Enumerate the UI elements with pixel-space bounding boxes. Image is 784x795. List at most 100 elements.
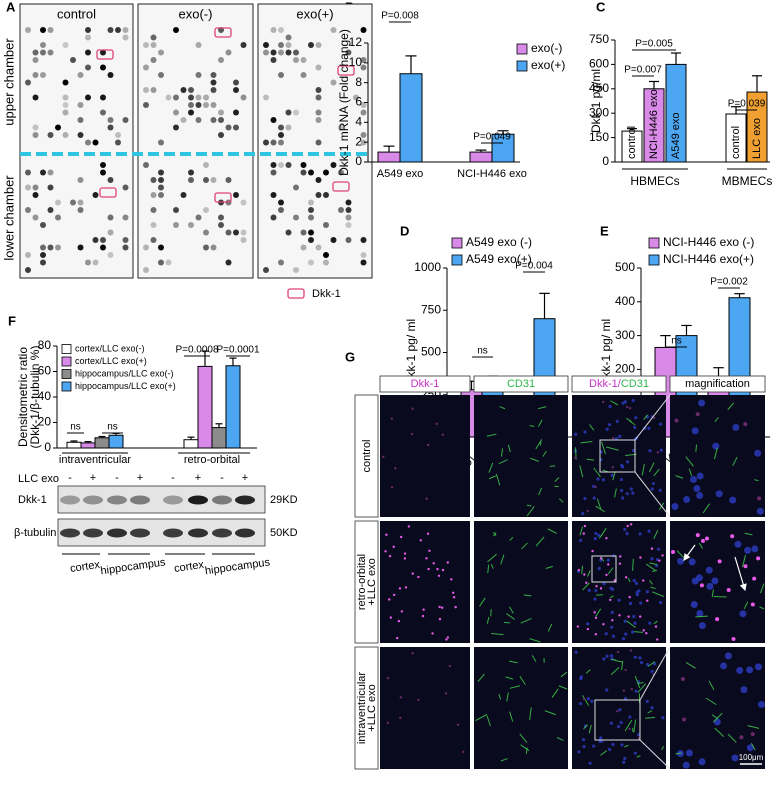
vessel bbox=[554, 485, 559, 488]
vessel bbox=[551, 688, 559, 698]
dkk1-highlight bbox=[214, 192, 232, 203]
nucleus bbox=[590, 699, 594, 703]
array-spot bbox=[47, 27, 54, 33]
column-header: Dkk-1/CD31 bbox=[589, 378, 649, 390]
array-spot bbox=[32, 124, 39, 131]
dkk1-signal bbox=[390, 417, 394, 420]
nucleus bbox=[594, 588, 598, 593]
dkk1-signal bbox=[739, 735, 744, 740]
array-spot bbox=[233, 79, 239, 86]
y-tick-label: 10 bbox=[349, 55, 363, 69]
nucleus bbox=[648, 449, 652, 453]
dkk1-signal bbox=[639, 556, 642, 559]
y-tick-label: 60 bbox=[38, 364, 52, 378]
array-spot bbox=[47, 244, 54, 251]
dkk1-signal bbox=[593, 611, 596, 614]
array-spot bbox=[203, 244, 209, 251]
array-spot bbox=[315, 94, 322, 101]
nucleus bbox=[617, 598, 621, 602]
dkk1-signal bbox=[715, 617, 720, 622]
dkk1-signal bbox=[422, 608, 425, 611]
array-spot bbox=[293, 49, 299, 56]
significance-label: P=0.0001 bbox=[216, 345, 260, 356]
array-spot bbox=[300, 169, 307, 176]
array-spot bbox=[100, 49, 106, 56]
array-spot bbox=[47, 132, 54, 138]
dkk1-signal bbox=[618, 614, 621, 617]
legend-label: NCI-H446 exo (-) bbox=[663, 235, 754, 249]
array-spot bbox=[345, 214, 352, 221]
array-spot bbox=[285, 109, 292, 116]
blot-band bbox=[212, 495, 232, 505]
y-axis-label: Dkk-1 mRNA (Fold change) bbox=[337, 29, 351, 176]
y-tick-label: 500 bbox=[615, 260, 635, 274]
dkk1-signal bbox=[624, 576, 628, 579]
significance-label: ns bbox=[70, 422, 81, 433]
zoom-box bbox=[599, 439, 636, 473]
array-spot bbox=[55, 244, 61, 251]
dkk1-signal bbox=[671, 550, 676, 555]
dkk1-signal bbox=[701, 538, 706, 543]
array-spot bbox=[285, 124, 292, 131]
dkk1-highlight bbox=[99, 187, 117, 198]
nucleus bbox=[592, 496, 596, 500]
nucleus bbox=[583, 430, 587, 434]
nucleus bbox=[588, 761, 592, 765]
dkk1-signal bbox=[661, 554, 664, 557]
array-spot bbox=[315, 42, 322, 48]
y-tick-label: 12 bbox=[349, 35, 363, 49]
vessel bbox=[610, 658, 616, 661]
nucleus bbox=[731, 754, 739, 762]
band-name: Dkk-1 bbox=[18, 494, 47, 506]
vessel bbox=[606, 446, 619, 451]
vessel bbox=[491, 633, 504, 636]
blot-band bbox=[235, 495, 255, 505]
array-spot bbox=[338, 124, 344, 131]
panel-label: D bbox=[400, 223, 409, 238]
array-spot bbox=[122, 214, 129, 221]
dkk1-signal bbox=[605, 573, 608, 577]
nucleus bbox=[650, 669, 654, 673]
legend-swatch bbox=[61, 381, 72, 392]
vessel bbox=[529, 638, 541, 643]
vessel bbox=[649, 580, 653, 585]
nucleus bbox=[623, 527, 627, 532]
array-spot bbox=[77, 72, 84, 78]
vessel bbox=[487, 553, 497, 563]
dkk1-signal bbox=[407, 525, 411, 528]
nucleus bbox=[604, 632, 608, 636]
array-spot bbox=[40, 42, 46, 48]
array-spot bbox=[293, 109, 299, 116]
array-spot bbox=[330, 237, 337, 243]
array-spot bbox=[218, 214, 224, 221]
array-spot bbox=[203, 162, 209, 168]
vessel bbox=[614, 659, 623, 663]
vessel bbox=[596, 498, 602, 510]
vessel bbox=[499, 406, 506, 410]
array-spot bbox=[233, 229, 239, 236]
array-spot bbox=[270, 49, 277, 56]
vessel bbox=[508, 606, 514, 614]
nucleus bbox=[645, 663, 650, 667]
array-spot bbox=[188, 169, 194, 176]
vessel bbox=[732, 456, 738, 466]
dkk1-signal bbox=[395, 636, 399, 640]
vessel bbox=[647, 710, 653, 714]
x-tick-label: NCI-H446 exo bbox=[457, 168, 527, 180]
vessel bbox=[627, 577, 631, 583]
bar bbox=[725, 113, 747, 163]
array-spot bbox=[107, 229, 114, 236]
nucleus bbox=[624, 632, 628, 636]
dkk1-signal bbox=[750, 732, 755, 737]
blot-band bbox=[130, 495, 150, 505]
legend-label: exo(-) bbox=[531, 41, 562, 55]
array-spot bbox=[293, 184, 299, 191]
nucleus bbox=[696, 609, 704, 617]
dkk1-signal bbox=[403, 557, 407, 560]
vessel bbox=[643, 414, 648, 420]
tissue-label: hippocampus bbox=[204, 556, 271, 577]
micrograph bbox=[474, 395, 568, 517]
nucleus bbox=[706, 582, 714, 590]
legend-swatch bbox=[516, 43, 528, 55]
dkk1-signal bbox=[654, 625, 658, 628]
